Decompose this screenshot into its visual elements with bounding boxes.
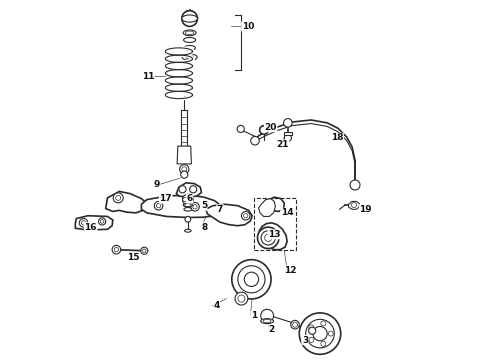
Text: 10: 10 <box>242 22 254 31</box>
Text: 8: 8 <box>202 222 208 231</box>
Polygon shape <box>267 197 284 211</box>
Circle shape <box>100 220 104 223</box>
Polygon shape <box>106 192 148 213</box>
Circle shape <box>321 321 326 326</box>
Polygon shape <box>348 202 359 209</box>
Text: 18: 18 <box>331 133 343 142</box>
Circle shape <box>141 247 148 254</box>
Text: 20: 20 <box>265 123 277 132</box>
Ellipse shape <box>182 54 197 60</box>
Circle shape <box>113 193 123 203</box>
Ellipse shape <box>183 30 196 36</box>
Circle shape <box>238 295 245 302</box>
Text: 12: 12 <box>285 266 297 275</box>
Ellipse shape <box>185 229 191 232</box>
Polygon shape <box>259 199 275 216</box>
Circle shape <box>180 165 189 174</box>
Circle shape <box>182 11 197 26</box>
Circle shape <box>260 126 268 134</box>
Polygon shape <box>259 223 287 249</box>
Circle shape <box>191 203 199 211</box>
Polygon shape <box>177 146 192 164</box>
Text: 21: 21 <box>276 140 289 149</box>
Ellipse shape <box>184 45 196 50</box>
Circle shape <box>232 260 271 299</box>
Circle shape <box>190 186 197 193</box>
Text: 3: 3 <box>302 336 308 345</box>
Polygon shape <box>75 216 113 230</box>
Text: 15: 15 <box>127 253 140 262</box>
Circle shape <box>154 202 163 210</box>
Ellipse shape <box>184 37 196 42</box>
Circle shape <box>81 221 86 225</box>
Ellipse shape <box>261 319 273 324</box>
Circle shape <box>284 134 292 141</box>
Circle shape <box>185 216 191 222</box>
Polygon shape <box>284 132 292 135</box>
Circle shape <box>265 234 272 242</box>
Circle shape <box>291 320 299 329</box>
Text: 19: 19 <box>360 205 372 214</box>
Circle shape <box>251 136 259 145</box>
Circle shape <box>306 319 334 348</box>
Circle shape <box>242 211 250 220</box>
Ellipse shape <box>184 207 192 211</box>
Text: 2: 2 <box>269 325 275 334</box>
Polygon shape <box>142 195 222 217</box>
Circle shape <box>193 204 197 209</box>
Circle shape <box>182 167 187 172</box>
Circle shape <box>328 331 333 336</box>
Circle shape <box>235 292 248 305</box>
Circle shape <box>309 337 314 342</box>
Text: 6: 6 <box>187 194 193 203</box>
Circle shape <box>261 231 275 245</box>
Circle shape <box>321 341 326 346</box>
Circle shape <box>258 227 279 249</box>
Circle shape <box>116 195 121 201</box>
Circle shape <box>261 309 273 322</box>
Text: 11: 11 <box>142 72 154 81</box>
Text: 16: 16 <box>84 222 97 231</box>
Circle shape <box>309 325 314 330</box>
Text: 7: 7 <box>217 205 223 214</box>
Text: 17: 17 <box>159 194 172 203</box>
Circle shape <box>299 313 341 354</box>
Ellipse shape <box>186 55 194 59</box>
Ellipse shape <box>182 15 197 22</box>
Circle shape <box>156 203 161 208</box>
Circle shape <box>112 246 121 254</box>
Circle shape <box>98 218 106 225</box>
Ellipse shape <box>183 203 193 207</box>
Circle shape <box>179 186 186 193</box>
Circle shape <box>79 219 88 227</box>
Circle shape <box>284 118 292 127</box>
Text: 4: 4 <box>213 301 220 310</box>
Text: 13: 13 <box>268 230 281 239</box>
Ellipse shape <box>185 31 194 35</box>
Circle shape <box>182 194 193 205</box>
Text: 14: 14 <box>281 208 294 217</box>
Circle shape <box>245 272 259 287</box>
Circle shape <box>238 266 265 293</box>
Circle shape <box>351 203 356 207</box>
Polygon shape <box>176 183 201 197</box>
Text: 9: 9 <box>153 180 160 189</box>
Circle shape <box>313 327 327 341</box>
Circle shape <box>309 327 316 334</box>
Circle shape <box>181 171 188 178</box>
Text: 1: 1 <box>251 311 257 320</box>
Text: 5: 5 <box>201 201 207 210</box>
Circle shape <box>244 213 248 218</box>
Polygon shape <box>206 204 252 226</box>
Circle shape <box>237 125 245 132</box>
Circle shape <box>350 180 360 190</box>
